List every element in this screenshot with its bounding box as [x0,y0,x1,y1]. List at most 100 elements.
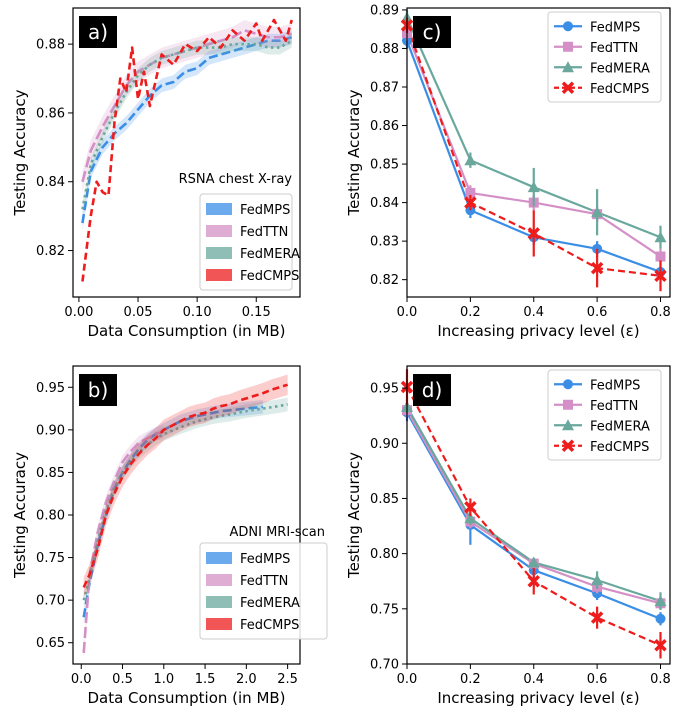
panel-b: 0.0 0.5 1.0 1.5 2.0 2.5 0.65 0.70 0.75 0.80 0.85 0.… [11,365,328,706]
x-tick-label: 0.0 [397,305,418,320]
y-tick-label: 0.80 [370,547,399,562]
y-axis-label: Testing Accuracy [345,89,363,216]
x-axis-label: Data Consumption (in MB) [87,689,285,706]
fedcmps-point [590,261,604,275]
x-tick-label: 2.5 [277,672,298,687]
panel-tag-bg [413,374,451,406]
legend: FedMPS FedTTN FedMERA FedCMPS [547,11,662,103]
legend-swatch-fedmps [206,203,232,215]
y-tick-label: 0.65 [36,636,65,651]
fedcmps-point [590,611,604,624]
y-tick-label: 0.75 [370,602,399,617]
y-tick-label: 0.95 [370,382,399,397]
x-tick-label: 0.2 [460,672,481,687]
x-axis-label: Increasing privacy level (ε) [437,689,639,706]
panel-tag-bg [79,16,117,48]
legend-label-fedmera: FedMERA [240,596,300,611]
fedcmps-line [82,383,289,588]
panel-tag-label: b) [88,378,109,402]
fedttn-point [465,187,476,198]
legend: FedMPS FedTTN FedMERA FedCMPS [199,542,328,640]
legend-marker-fedmps [563,379,573,390]
fedmera-confidence-band [82,33,292,217]
legend-swatch-fedmps [206,552,232,564]
panel-tag-label: a) [88,20,108,44]
panel-tag: a) [79,16,117,48]
x-axis-label: Increasing privacy level (ε) [437,322,639,340]
legend-label-fedmps: FedMPS [240,552,290,567]
fedcmps-point [654,269,667,283]
legend-label-fedmera: FedMERA [590,61,650,76]
x-tick-label: 0.5 [112,672,133,687]
fedmera-point [654,595,667,607]
y-axis-label: Testing Accuracy [345,452,363,579]
fedttn-confidence-band [82,20,292,193]
y-tick-label: 0.88 [370,42,399,57]
dataset-annotation: RSNA chest X-ray [179,172,293,187]
legend-label-fedcmps: FedCMPS [590,440,649,455]
legend-label-fedcmps: FedCMPS [240,618,299,633]
legend-marker-fedttn [563,399,573,410]
panel-tag: d) [413,374,451,406]
legend-label-fedmera: FedMERA [240,247,300,262]
y-axis-label: Testing Accuracy [11,452,29,579]
legend-label-fedmera: FedMERA [590,419,650,434]
legend-marker-fedmera [562,419,574,431]
fedmera-point [591,206,604,218]
fedcmps-line [81,18,293,282]
x-tick-label: 0.4 [523,672,544,687]
y-tick-label: 0.70 [36,594,65,609]
legend-swatch-fedcmps [206,618,232,630]
fedmera-point [464,512,477,524]
x-tick-label: 0.2 [460,305,481,320]
y-tick-label: 0.80 [36,509,65,524]
axes-frame [72,7,301,298]
legend-label-fedcmps: FedCMPS [590,82,649,97]
x-tick-label: 0.0 [397,672,418,687]
y-tick-label: 0.70 [370,658,399,673]
x-tick-label: 0.4 [523,305,544,320]
legend-swatch-fedttn [206,225,232,237]
x-tick-label: 0.0 [71,672,92,687]
panel-c: 0.0 0.2 0.4 0.6 0.8 0.82 0.83 0.84 0.85 0.86 0.87 0… [345,3,671,340]
y-tick-label: 0.87 [370,80,399,95]
panel-d: 0.0 0.2 0.4 0.6 0.8 0.70 0.75 0.80 0.85 0.90 0.95 I… [345,365,671,706]
y-tick-label: 0.89 [370,3,399,18]
y-tick-label: 0.75 [36,551,65,566]
fedcmps-point [464,196,477,209]
x-tick-label: 0.6 [587,672,608,687]
legend-label-fedttn: FedTTN [590,399,638,414]
legend-label-fedmps: FedMPS [590,378,640,393]
legend-box [547,11,662,103]
legend-swatch-fedmera [206,596,232,608]
y-tick-label: 0.83 [370,235,399,250]
y-tick-label: 0.95 [36,381,65,396]
legend-label-fedttn: FedTTN [240,574,288,589]
fedcmps-point [654,638,667,652]
legend-marker-fedcmps [561,81,575,94]
fedttn-line [82,430,165,654]
panel-tag-bg [79,374,117,406]
panel-tag: b) [79,374,117,406]
y-tick-label: 0.85 [370,158,399,173]
legend-marker-fedmps [563,21,573,32]
y-tick-label: 0.88 [36,38,65,53]
fedmps-point [655,613,666,624]
y-tick-label: 0.85 [36,466,65,481]
y-tick-label: 0.86 [36,106,65,121]
legend-marker-fedcmps [561,439,575,452]
legend-box [547,369,662,461]
legend-swatch-fedttn [206,574,232,586]
legend-marker-fedmera [562,61,574,73]
y-tick-label: 0.84 [36,175,65,190]
y-tick-label: 0.90 [36,423,65,438]
fedcmps-point [527,227,540,240]
legend-label-fedcmps: FedCMPS [240,269,299,284]
legend: FedMPS FedTTN FedMERA FedCMPS [199,193,300,291]
legend-swatch-fedmera [206,247,232,259]
legend-box [199,542,328,640]
x-tick-label: 0.8 [650,672,671,687]
x-tick-label: 0.15 [242,305,271,320]
fedmera-point [591,574,604,586]
